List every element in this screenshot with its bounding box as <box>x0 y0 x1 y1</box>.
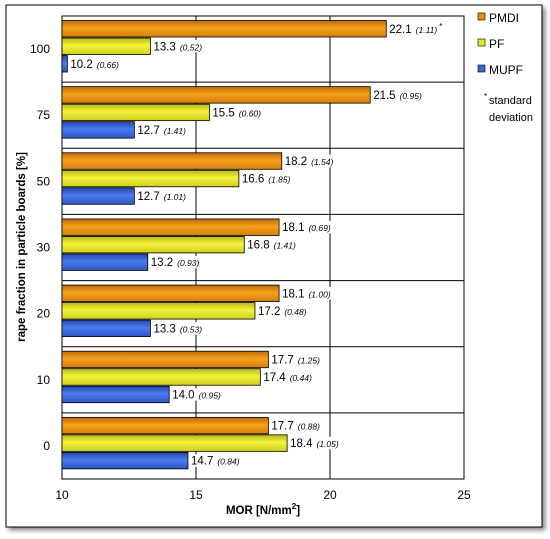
legend: PMDI PF MUPF <box>477 11 523 77</box>
bar-mupf-100 <box>61 55 68 73</box>
x-tick-label: 25 <box>457 488 471 502</box>
bar-mupf-10 <box>61 385 170 404</box>
bar-value-label: 16.8 (1.41) <box>247 240 296 252</box>
bar-label: 14.0 (0.95) <box>171 388 223 401</box>
x-tick-label: 15 <box>189 488 203 502</box>
bar-label: 17.2 (0.48) <box>256 304 309 318</box>
bar-value-label: 13.3 (0,52) <box>153 41 202 53</box>
bar-value-label: 17.2 (0.48) <box>258 306 307 318</box>
legend-note-line2: deviation <box>489 112 533 124</box>
bar-pf-0 <box>61 434 288 452</box>
bar-mupf-75 <box>61 121 135 139</box>
legend-label: PF <box>489 37 504 51</box>
legend-note: * standard deviation <box>484 92 533 124</box>
bar-value-label: 12.7 (1.41) <box>137 125 186 137</box>
legend-note-line1: standard <box>489 95 532 107</box>
legend-label: MUPF <box>489 63 523 77</box>
bar-value-label: 18.4 (1.05) <box>290 438 339 450</box>
x-tick-labels: 10 15 20 25 <box>55 488 471 502</box>
bar-value-label: 13.3 (0.53) <box>153 323 202 335</box>
bar-pmdi-75 <box>61 86 371 104</box>
y-tick-label: 100 <box>30 42 50 56</box>
bar-mupf-30 <box>61 253 149 271</box>
bar-label: 13.2 (0.93) <box>149 255 202 269</box>
bar-value-label: 13.2 (0.93) <box>151 257 200 269</box>
bar-labels: 22.1 (1.11) * 21.5 (0.95) 18.2 (1.54) 18.1 (0.69… <box>69 22 445 468</box>
bar-label: 16.8 (1.41) <box>246 238 299 252</box>
bar-mupf-50 <box>61 187 135 205</box>
legend-item-pmdi: PMDI <box>477 11 519 25</box>
bar-label: 18.2 (1.54) <box>283 154 336 168</box>
bar-value-label: 18.1 (1.00) <box>282 288 331 300</box>
y-tick-label: 10 <box>37 373 51 387</box>
y-tick-label: 30 <box>37 241 51 255</box>
bar-value-label: 21.5 (0.95) <box>373 90 422 102</box>
bar-value-label: 12.7 (1.01) <box>137 191 186 203</box>
bar-mupf-0 <box>61 451 189 470</box>
bar-label: 21.5 (0.95) <box>372 88 424 102</box>
bar-value-label: 17.7 (1.25) <box>271 354 320 366</box>
bar-value-label: 15.5 (0.60) <box>212 107 261 119</box>
bars <box>61 20 387 470</box>
bar-label: 18.1 (1.00) <box>281 287 333 300</box>
bar-label: 13.3 (0.53) <box>152 322 205 335</box>
x-axis-title: MOR [N/mm2] <box>226 502 300 517</box>
bar-value-label: 10.2 (0,66) <box>70 59 119 71</box>
bar-value-label: 18.1 (0.69) <box>282 222 331 234</box>
bar-label: 17.7 (0.88) <box>270 419 323 433</box>
bar-value-label: 18.2 (1.54) <box>285 156 334 168</box>
bar-value-label: 14.0 (0.95) <box>172 389 221 401</box>
bar-pf-10 <box>61 368 261 386</box>
bar-label: 17.7 (1.25) <box>270 353 323 366</box>
bar-label: 17.4 (0.44) <box>262 370 315 384</box>
x-axis-title-superscript: 2 <box>292 502 297 511</box>
bar-label: 12.7 (1.41) <box>136 123 189 137</box>
bar-pmdi-100 <box>61 20 387 38</box>
bar-pf-50 <box>61 169 240 188</box>
legend-item-mupf: MUPF <box>477 63 523 77</box>
y-tick-label: 0 <box>43 439 50 453</box>
bar-value-label: 16.6 (1.85) <box>242 174 291 186</box>
bar-label: 18.1 (0.69) <box>281 220 333 234</box>
bar-pmdi-10 <box>61 350 269 369</box>
bar-pmdi-0 <box>61 416 269 435</box>
legend-label: PMDI <box>489 11 519 25</box>
bar-label: 10.2 (0,66) <box>69 57 122 71</box>
bar-value-label: 22.1 (1.11) * <box>389 22 442 36</box>
category-separators <box>62 81 464 414</box>
bar-label: 13.3 (0,52) <box>152 40 205 53</box>
bar-pmdi-20 <box>61 284 280 302</box>
bar-label: 18.4 (1.05) <box>289 436 341 450</box>
y-tick-label: 20 <box>37 307 51 321</box>
bar-pf-20 <box>61 302 256 320</box>
legend-swatch <box>477 64 486 73</box>
bar-label: 12.7 (1.01) <box>136 189 189 203</box>
bar-pmdi-50 <box>61 152 283 170</box>
y-tick-label: 50 <box>37 174 51 188</box>
bar-pf-75 <box>61 103 210 122</box>
legend-note-marker: * <box>484 92 487 101</box>
legend-swatch <box>477 12 486 21</box>
bar-pf-30 <box>61 236 245 254</box>
x-tick-label: 20 <box>323 488 337 502</box>
bar-label: 14.7 (0.84) <box>189 454 242 468</box>
bar-pf-100 <box>61 37 151 55</box>
bar-value-label: 14.7 (0.84) <box>191 456 240 468</box>
bar-value-label: 17.7 (0.88) <box>271 421 320 433</box>
y-axis-title: rape fraction in particle boards [%] <box>16 152 28 342</box>
x-tick-label: 10 <box>55 488 69 502</box>
bar-label: 16.6 (1.85) <box>240 172 293 186</box>
legend-item-pf: PF <box>477 37 504 51</box>
y-tick-label: 75 <box>37 108 51 122</box>
bar-value-label: 17.4 (0.44) <box>263 372 312 384</box>
bar-label: 15.5 (0.60) <box>211 106 264 119</box>
bar-pmdi-30 <box>61 218 280 236</box>
bar-mupf-20 <box>61 319 151 337</box>
bar-label: 22.1 (1.11) * <box>388 22 445 36</box>
legend-swatch <box>477 38 486 47</box>
